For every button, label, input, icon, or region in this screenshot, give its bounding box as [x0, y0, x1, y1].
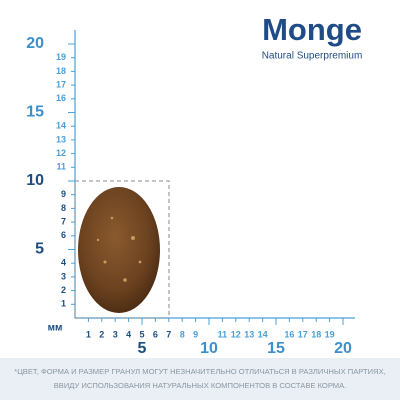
x-tick-label: 13: [244, 329, 254, 339]
y-tick-label: 8: [61, 203, 66, 213]
y-tick-label: 1: [61, 299, 66, 309]
x-tick-label: 9: [193, 329, 198, 339]
x-tick-label: 17: [298, 329, 308, 339]
footnote-line: *ЦВЕТ, ФОРМА И РАЗМЕР ГРАНУЛ МОГУТ НЕЗНА…: [14, 367, 386, 376]
y-tick-label: 17: [56, 79, 66, 89]
x-tick-label: 7: [166, 329, 171, 339]
y-tick-label: 9: [61, 189, 66, 199]
x-tick-label: 8: [180, 329, 185, 339]
y-tick-label: 3: [61, 271, 66, 281]
footnote-line: ВВИДУ ИСПОЛЬЗОВАНИЯ НАТУРАЛЬНЫХ КОМПОНЕН…: [54, 381, 347, 390]
x-tick-label: 11: [218, 329, 228, 339]
x-tick-label: 16: [284, 329, 294, 339]
y-tick-label: 7: [61, 216, 66, 226]
x-tick-label: 19: [325, 329, 335, 339]
y-major-label: 15: [26, 104, 44, 121]
x-tick-label: 18: [311, 329, 321, 339]
x-tick-label: 3: [113, 329, 118, 339]
brand-tagline: Natural Superpremium: [262, 51, 363, 62]
brand-name: Monge: [262, 12, 362, 47]
y-tick-label: 2: [61, 285, 66, 295]
kibble-texture: [96, 216, 142, 282]
x-tick-label: 14: [258, 329, 268, 339]
unit-label: мм: [48, 323, 63, 334]
y-tick-label: 18: [56, 66, 66, 76]
y-tick-label: 16: [56, 93, 66, 103]
y-tick-label: 6: [61, 230, 66, 240]
y-tick-label: 19: [56, 52, 66, 62]
x-major-label: 5: [138, 340, 147, 357]
y-major-label: 5: [35, 241, 44, 258]
y-tick-label: 4: [61, 258, 66, 268]
x-tick-label: 4: [126, 329, 131, 339]
x-major-label: 10: [200, 340, 218, 357]
y-tick-label: 13: [56, 134, 66, 144]
footnote-band: [0, 358, 400, 400]
y-tick-label: 12: [56, 148, 66, 158]
x-tick-label: 6: [153, 329, 158, 339]
y-major-label: 20: [26, 35, 44, 52]
x-tick-label: 12: [231, 329, 241, 339]
x-major-label: 20: [334, 340, 352, 357]
y-tick-label: 11: [56, 162, 66, 172]
kibble: [78, 187, 160, 313]
y-major-label: 10: [26, 172, 44, 189]
x-tick-label: 1: [86, 329, 91, 339]
x-tick-label: 5: [139, 329, 144, 339]
y-tick-label: 14: [56, 121, 66, 131]
x-major-label: 15: [267, 340, 285, 357]
x-tick-label: 2: [99, 329, 104, 339]
